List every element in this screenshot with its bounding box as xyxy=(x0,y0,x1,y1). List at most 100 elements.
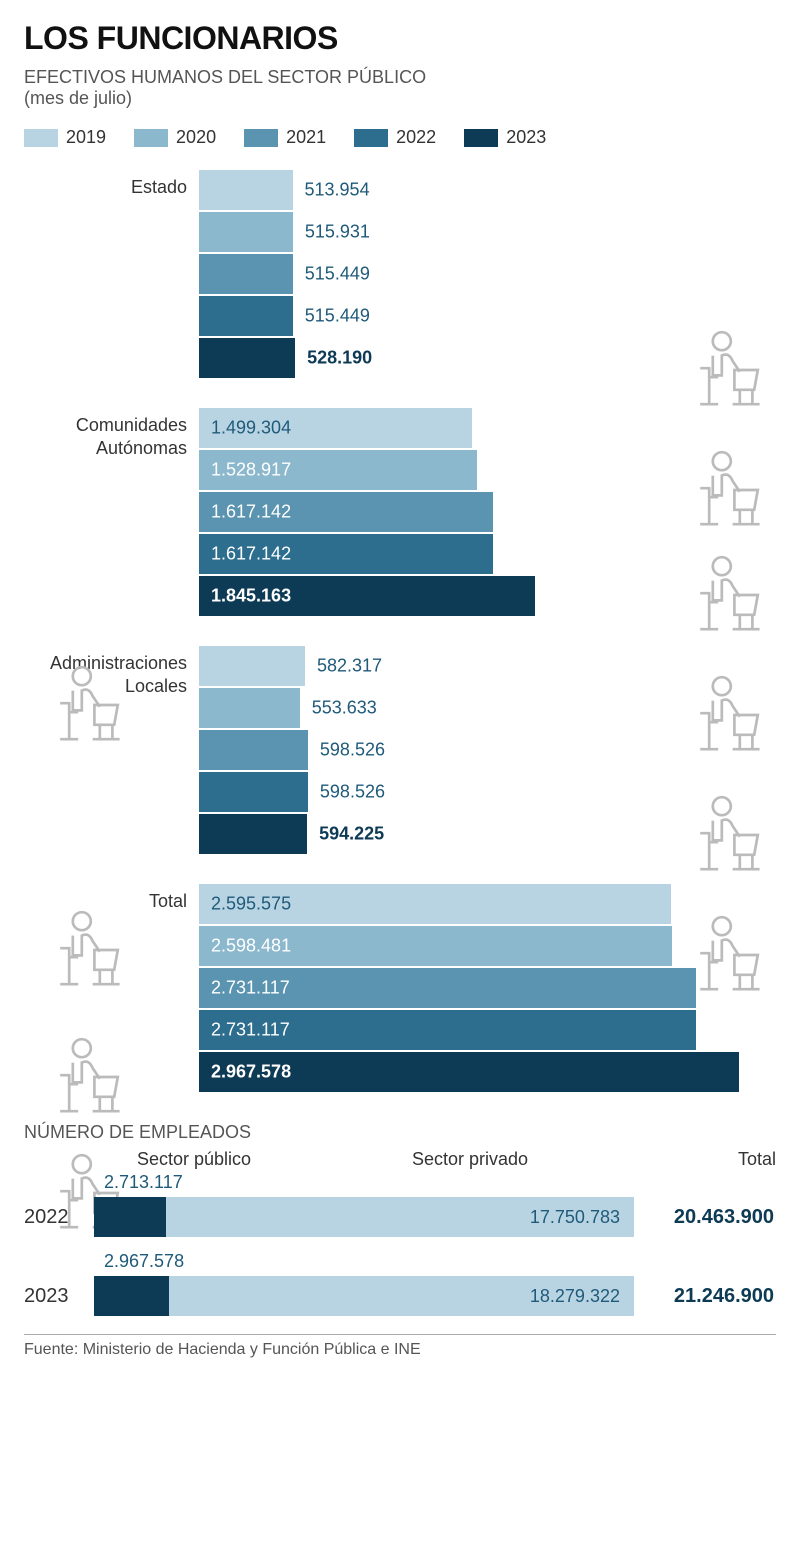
bar-value-label: 1.528.917 xyxy=(211,460,291,481)
chart-group: AdministracionesLocales582.317553.633598… xyxy=(24,646,776,856)
emp-public-label-above: 2.713.117 xyxy=(104,1172,776,1193)
legend-swatch xyxy=(354,129,388,147)
bar-value-label: 513.954 xyxy=(305,180,370,201)
worker-icon-wrap xyxy=(44,660,134,750)
bar-value-label: 598.526 xyxy=(320,782,385,803)
bar: 1.528.917 xyxy=(199,450,477,490)
worker-icon xyxy=(684,790,774,880)
bar-value-label: 515.449 xyxy=(305,306,370,327)
bar: 515.931 xyxy=(199,212,293,252)
worker-icon xyxy=(44,1032,134,1122)
subtitle: EFECTIVOS HUMANOS DEL SECTOR PÚBLICO (me… xyxy=(24,67,776,109)
worker-icon xyxy=(684,550,774,640)
emp-barline: 2023 18.279.32221.246.900 xyxy=(24,1276,776,1316)
worker-icon-wrap xyxy=(684,550,774,640)
worker-icon xyxy=(684,910,774,1000)
chart-group: ComunidadesAutónomas 1.499.304 1.528.917 1.… xyxy=(24,408,776,618)
bar-value-label: 2.595.575 xyxy=(211,894,291,915)
worker-icon-wrap xyxy=(684,325,774,415)
worker-icon-wrap xyxy=(684,670,774,760)
bar-value-label: 1.617.142 xyxy=(211,502,291,523)
bar-value-label: 515.449 xyxy=(305,264,370,285)
legend-swatch xyxy=(134,129,168,147)
legend: 2019 2020 2021 2022 2023 xyxy=(24,127,776,148)
legend-year: 2020 xyxy=(176,127,216,148)
bar: 515.449 xyxy=(199,296,293,336)
bar-value-label: 2.731.117 xyxy=(211,1020,290,1041)
legend-year: 2023 xyxy=(506,127,546,148)
worker-icon-wrap xyxy=(684,910,774,1000)
bar: 1.617.142 xyxy=(199,492,493,532)
emp-public-label-above: 2.967.578 xyxy=(104,1251,776,1272)
bar: 2.598.481 xyxy=(199,926,672,966)
worker-icon-wrap xyxy=(44,1032,134,1122)
bar: 553.633 xyxy=(199,688,300,728)
legend-item: 2021 xyxy=(244,127,326,148)
legend-year: 2021 xyxy=(286,127,326,148)
bar-value-label: 553.633 xyxy=(312,698,377,719)
worker-icon xyxy=(684,445,774,535)
worker-icon-wrap xyxy=(684,790,774,880)
bar: 582.317 xyxy=(199,646,305,686)
bar-value-label: 1.845.163 xyxy=(211,586,291,607)
bar-value-label: 2.598.481 xyxy=(211,936,291,957)
subtitle-text: EFECTIVOS HUMANOS DEL SECTOR PÚBLICO xyxy=(24,67,426,87)
bar: 2.967.578 xyxy=(199,1052,739,1092)
legend-item: 2020 xyxy=(134,127,216,148)
page-title: LOS FUNCIONARIOS xyxy=(24,20,776,57)
bar: 2.731.117 xyxy=(199,1010,696,1050)
bar: 598.526 xyxy=(199,772,308,812)
bar-row: 515.449 xyxy=(199,254,776,294)
emp-year: 2023 xyxy=(24,1285,94,1308)
legend-item: 2023 xyxy=(464,127,546,148)
emp-seg-public xyxy=(94,1276,169,1316)
emp-stackbar: 17.750.783 xyxy=(94,1197,634,1237)
bar: 1.499.304 xyxy=(199,408,472,448)
bar: 515.449 xyxy=(199,254,293,294)
emp-barline: 2022 17.750.78320.463.900 xyxy=(24,1197,776,1237)
emp-total: 21.246.900 xyxy=(634,1285,774,1308)
worker-icon xyxy=(684,670,774,760)
header-private: Sector privado xyxy=(294,1149,646,1170)
worker-icon xyxy=(44,660,134,750)
bar-row: 513.954 xyxy=(199,170,776,210)
worker-icon-wrap xyxy=(44,905,134,995)
bar-value-label: 528.190 xyxy=(307,348,372,369)
bar: 2.731.117 xyxy=(199,968,696,1008)
legend-swatch xyxy=(24,129,58,147)
legend-item: 2019 xyxy=(24,127,106,148)
bar: 528.190 xyxy=(199,338,295,378)
worker-icon xyxy=(684,325,774,415)
emp-year: 2022 xyxy=(24,1206,94,1229)
emp-total: 20.463.900 xyxy=(634,1206,774,1229)
employees-title: NÚMERO DE EMPLEADOS xyxy=(24,1122,776,1143)
group-label: ComunidadesAutónomas xyxy=(24,408,199,618)
header-total: Total xyxy=(646,1149,776,1170)
bar: 513.954 xyxy=(199,170,293,210)
bar-value-label: 515.931 xyxy=(305,222,370,243)
bar: 2.595.575 xyxy=(199,884,671,924)
employee-row: 2.967.578 2023 18.279.32221.246.900 xyxy=(24,1251,776,1316)
legend-item: 2022 xyxy=(354,127,436,148)
bar: 1.617.142 xyxy=(199,534,493,574)
chart-group: Estado513.954515.931515.449515.449528.19… xyxy=(24,170,776,380)
bar-value-label: 598.526 xyxy=(320,740,385,761)
bar-value-label: 594.225 xyxy=(319,824,384,845)
bar-value-label: 2.967.578 xyxy=(211,1062,291,1083)
source: Fuente: Ministerio de Hacienda y Función… xyxy=(24,1334,776,1359)
legend-swatch xyxy=(464,129,498,147)
group-label: Estado xyxy=(24,170,199,380)
legend-year: 2019 xyxy=(66,127,106,148)
legend-year: 2022 xyxy=(396,127,436,148)
bar-row: 515.931 xyxy=(199,212,776,252)
legend-swatch xyxy=(244,129,278,147)
bar-row: 2.967.578 xyxy=(199,1052,776,1092)
chart-group: Total2.595.5752.598.4812.731.1172.731.11… xyxy=(24,884,776,1094)
bar: 1.845.163 xyxy=(199,576,535,616)
emp-seg-private: 18.279.322 xyxy=(169,1276,634,1316)
bar-row: 2.731.117 xyxy=(199,1010,776,1050)
bar-value-label: 1.499.304 xyxy=(211,418,291,439)
emp-seg-private: 17.750.783 xyxy=(166,1197,634,1237)
bar-value-label: 2.731.117 xyxy=(211,978,290,999)
bar: 598.526 xyxy=(199,730,308,770)
